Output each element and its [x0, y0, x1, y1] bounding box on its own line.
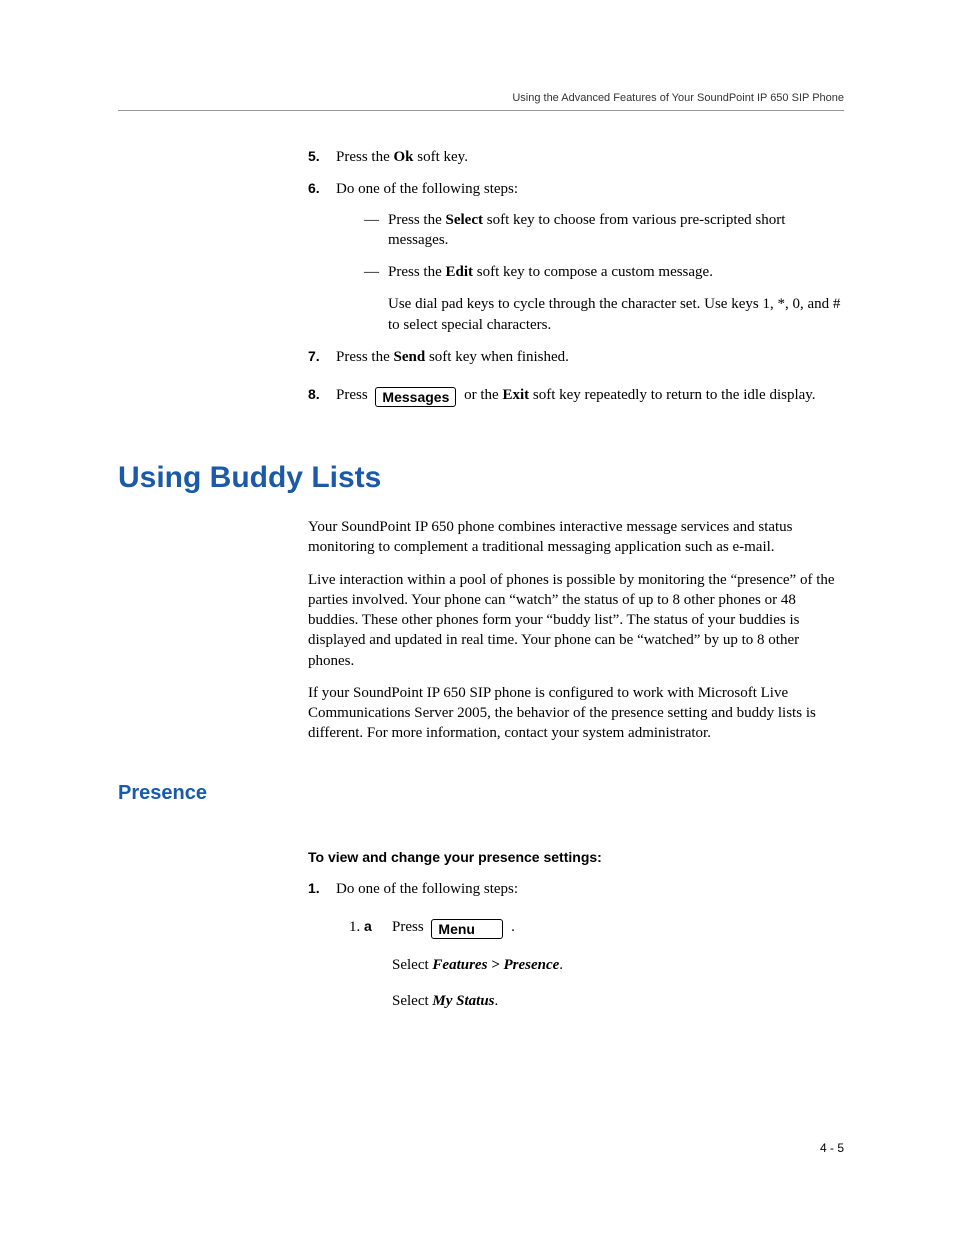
section-para: Your SoundPoint IP 650 phone combines in… [308, 517, 844, 558]
step-number: 8. [308, 385, 320, 404]
running-header: Using the Advanced Features of Your Soun… [118, 92, 844, 104]
substep-letter: a [364, 917, 372, 936]
substep-line: Select Features > Presence. [392, 955, 844, 975]
substep-line: Select My Status. [392, 991, 844, 1011]
substep-text: Press [392, 919, 427, 935]
step-lead: Do one of the following steps: [336, 181, 518, 197]
messages-key-icon: Messages [375, 387, 456, 407]
numbered-steps: 5. Press the Ok soft key. 6. Do one of t… [308, 147, 844, 407]
step-bold: Exit [502, 387, 529, 403]
presence-body: To view and change your presence setting… [308, 849, 844, 1012]
step-7: 7. Press the Send soft key when finished… [308, 347, 844, 367]
dash-item: Press the Edit soft key to compose a cus… [364, 262, 844, 335]
dash-list: Press the Select soft key to choose from… [364, 210, 844, 335]
step-text: Press the [336, 349, 394, 365]
dash-item: Press the Select soft key to choose from… [364, 210, 844, 251]
section-heading-buddy-lists: Using Buddy Lists [118, 461, 844, 495]
step-text: soft key. [414, 149, 468, 165]
content-block-top: 5. Press the Ok soft key. 6. Do one of t… [308, 147, 844, 407]
dash-bold: Edit [446, 264, 474, 280]
dash-text: Press the [388, 264, 446, 280]
ui-path: Features > Presence [432, 957, 559, 973]
instruction-heading: To view and change your presence setting… [308, 849, 844, 865]
section-para: If your SoundPoint IP 650 SIP phone is c… [308, 683, 844, 744]
presence-substep-a: a Press Menu . Select Features > Presenc… [364, 917, 844, 1012]
subsection-heading-presence: Presence [118, 782, 844, 805]
section-para: Live interaction within a pool of phones… [308, 570, 844, 671]
step-number: 6. [308, 179, 320, 198]
step-lead: Do one of the following steps: [336, 881, 518, 897]
step-text: or the [460, 387, 502, 403]
step-text: Press the [336, 149, 394, 165]
header-rule [118, 110, 844, 111]
step-text: soft key repeatedly to return to the idl… [529, 387, 815, 403]
step-number: 5. [308, 147, 320, 166]
dash-text: soft key to compose a custom message. [473, 264, 713, 280]
dash-text: Press the [388, 212, 446, 228]
ui-path: My Status [432, 993, 494, 1009]
presence-steps: 1. Do one of the following steps: a Pres… [308, 879, 844, 1012]
dash-bold: Select [446, 212, 483, 228]
substep-text: . [559, 957, 563, 973]
presence-step-1: 1. Do one of the following steps: a Pres… [308, 879, 844, 1012]
presence-sublist: a Press Menu . Select Features > Presenc… [364, 917, 844, 1012]
substep-text: Select [392, 957, 432, 973]
step-text: Press [336, 387, 371, 403]
page-number: 4 - 5 [820, 1141, 844, 1155]
step-bold: Ok [394, 149, 414, 165]
substep-text: . [495, 993, 499, 1009]
step-5: 5. Press the Ok soft key. [308, 147, 844, 167]
step-bold: Send [394, 349, 426, 365]
substep-text: Select [392, 993, 432, 1009]
substep-text: . [507, 919, 515, 935]
step-6: 6. Do one of the following steps: Press … [308, 179, 844, 335]
step-number: 7. [308, 347, 320, 366]
step-number: 1. [308, 879, 320, 898]
menu-key-icon: Menu [431, 919, 503, 939]
step-8: 8. Press Messages or the Exit soft key r… [308, 385, 844, 407]
section-body: Your SoundPoint IP 650 phone combines in… [308, 517, 844, 744]
step-text: soft key when finished. [425, 349, 569, 365]
dash-subpara: Use dial pad keys to cycle through the c… [388, 294, 844, 335]
